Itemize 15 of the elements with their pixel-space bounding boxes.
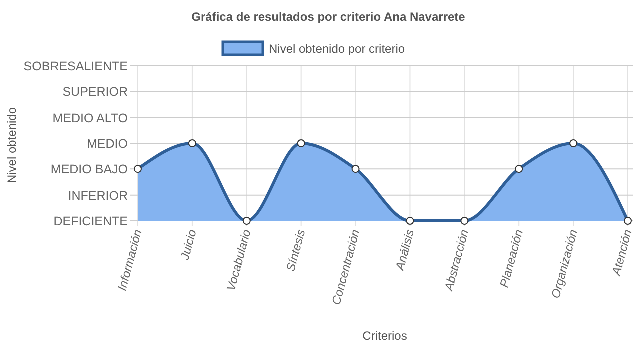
ref-line-label: MEDIO bbox=[87, 137, 128, 151]
x-tick-label: Atención bbox=[609, 228, 635, 278]
text: Nivel obtenido bbox=[5, 107, 19, 184]
x-tick-label: Análisis bbox=[392, 228, 418, 273]
ref-line-label: SOBRESALIENTE bbox=[24, 60, 128, 74]
ref-line-label: MEDIO BAJO bbox=[50, 162, 128, 177]
ref-line-label: MEDIO ALTO bbox=[52, 111, 128, 126]
ref-line-label: DEFICIENTE bbox=[54, 214, 128, 228]
x-tick-label: Juicio bbox=[178, 228, 200, 262]
ref-line-label: INFERIOR bbox=[68, 188, 128, 203]
x-tick-label: Síntesis bbox=[284, 228, 308, 274]
chart-title: Gráfica de resultados por criterio Ana Navarrete bbox=[192, 10, 466, 24]
legend-label: Nivel obtenido por criterio bbox=[269, 42, 406, 56]
ref-line-label: SUPERIOR bbox=[62, 85, 128, 100]
x-axis-title: Criterios bbox=[362, 329, 408, 343]
